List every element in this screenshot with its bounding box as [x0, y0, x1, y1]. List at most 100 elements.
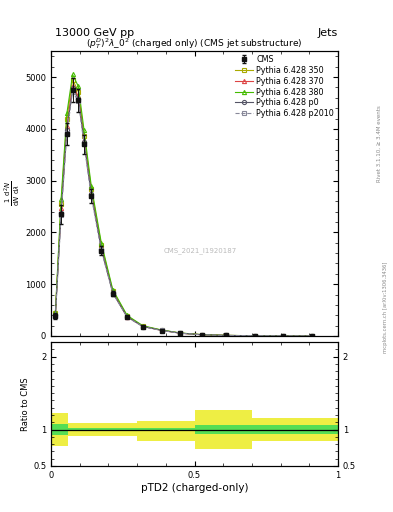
Pythia 6.428 380	[199, 332, 204, 338]
Pythia 6.428 350	[82, 133, 86, 139]
Pythia 6.428 p2010	[224, 332, 228, 338]
Pythia 6.428 p2010	[199, 332, 204, 338]
Pythia 6.428 p2010	[59, 212, 64, 218]
Pythia 6.428 380	[281, 333, 286, 339]
Pythia 6.428 p0	[252, 333, 257, 339]
Text: mcplots.cern.ch [arXiv:1306.3436]: mcplots.cern.ch [arXiv:1306.3436]	[383, 262, 387, 353]
Pythia 6.428 p0	[125, 314, 129, 320]
Pythia 6.428 370	[70, 83, 75, 89]
Pythia 6.428 p0	[199, 332, 204, 338]
X-axis label: pTD2 (charged-only): pTD2 (charged-only)	[141, 482, 248, 493]
Text: 13000 GeV pp: 13000 GeV pp	[55, 28, 134, 38]
Pythia 6.428 350	[89, 186, 94, 192]
Pythia 6.428 p0	[64, 127, 69, 133]
Pythia 6.428 p0	[310, 333, 314, 339]
Text: CMS_2021_I1920187: CMS_2021_I1920187	[163, 247, 237, 254]
Pythia 6.428 370	[199, 332, 204, 338]
Pythia 6.428 p0	[99, 246, 104, 252]
Pythia 6.428 370	[59, 205, 64, 211]
Pythia 6.428 350	[76, 89, 81, 95]
Pythia 6.428 380	[224, 332, 228, 338]
Pythia 6.428 p0	[178, 330, 183, 336]
Pythia 6.428 p0	[89, 191, 94, 197]
Pythia 6.428 350	[53, 310, 58, 316]
Pythia 6.428 370	[310, 333, 314, 339]
Pythia 6.428 350	[110, 288, 115, 294]
Pythia 6.428 370	[178, 330, 183, 336]
Pythia 6.428 350	[59, 201, 64, 207]
Pythia 6.428 p2010	[82, 141, 86, 147]
Pythia 6.428 p0	[110, 290, 115, 296]
Pythia 6.428 380	[99, 240, 104, 246]
Pythia 6.428 p0	[224, 332, 228, 338]
Pythia 6.428 380	[141, 323, 145, 329]
Pythia 6.428 p2010	[89, 193, 94, 199]
Pythia 6.428 380	[125, 312, 129, 318]
Line: Pythia 6.428 350: Pythia 6.428 350	[53, 78, 314, 338]
Pythia 6.428 370	[53, 311, 58, 317]
Y-axis label: $\frac{1}{\mathrm{d}N}\frac{\mathrm{d}^2N}{\mathrm{d}\lambda}$: $\frac{1}{\mathrm{d}N}\frac{\mathrm{d}^2…	[3, 181, 22, 206]
Pythia 6.428 p0	[281, 333, 286, 339]
Pythia 6.428 p0	[159, 327, 164, 333]
Legend: CMS, Pythia 6.428 350, Pythia 6.428 370, Pythia 6.428 380, Pythia 6.428 p0, Pyth: CMS, Pythia 6.428 350, Pythia 6.428 370,…	[233, 53, 336, 120]
Pythia 6.428 370	[76, 93, 81, 99]
Pythia 6.428 380	[59, 196, 64, 202]
Pythia 6.428 370	[110, 289, 115, 295]
Pythia 6.428 p2010	[310, 333, 314, 339]
Text: Jets: Jets	[318, 28, 338, 38]
Pythia 6.428 p2010	[252, 333, 257, 339]
Pythia 6.428 p2010	[76, 98, 81, 104]
Pythia 6.428 380	[70, 72, 75, 78]
Pythia 6.428 380	[64, 110, 69, 116]
Pythia 6.428 p0	[59, 210, 64, 216]
Pythia 6.428 p0	[76, 96, 81, 102]
Pythia 6.428 380	[76, 83, 81, 90]
Pythia 6.428 p2010	[64, 130, 69, 136]
Pythia 6.428 350	[224, 332, 228, 338]
Title: $(p_T^D)^2\lambda\_0^2$ (charged only) (CMS jet substructure): $(p_T^D)^2\lambda\_0^2$ (charged only) (…	[86, 36, 303, 51]
Pythia 6.428 370	[224, 332, 228, 338]
Pythia 6.428 380	[110, 287, 115, 293]
Pythia 6.428 370	[125, 313, 129, 319]
Pythia 6.428 350	[252, 333, 257, 339]
Pythia 6.428 350	[141, 323, 145, 329]
Pythia 6.428 p2010	[110, 290, 115, 296]
Text: Rivet 3.1.10, ≥ 3.4M events: Rivet 3.1.10, ≥ 3.4M events	[377, 105, 382, 182]
Pythia 6.428 380	[252, 333, 257, 339]
Pythia 6.428 350	[281, 333, 286, 339]
Pythia 6.428 380	[178, 330, 183, 336]
Pythia 6.428 350	[310, 333, 314, 339]
Pythia 6.428 380	[82, 127, 86, 134]
Pythia 6.428 p2010	[178, 330, 183, 336]
Pythia 6.428 370	[281, 333, 286, 339]
Line: Pythia 6.428 380: Pythia 6.428 380	[53, 72, 314, 338]
Pythia 6.428 370	[82, 137, 86, 143]
Pythia 6.428 p2010	[281, 333, 286, 339]
Pythia 6.428 p2010	[99, 247, 104, 253]
Pythia 6.428 350	[70, 77, 75, 83]
Line: Pythia 6.428 p2010: Pythia 6.428 p2010	[53, 90, 314, 338]
Pythia 6.428 p2010	[141, 324, 145, 330]
Pythia 6.428 350	[178, 330, 183, 336]
Pythia 6.428 350	[159, 327, 164, 333]
Pythia 6.428 370	[159, 327, 164, 333]
Pythia 6.428 350	[199, 332, 204, 338]
Pythia 6.428 p2010	[125, 314, 129, 320]
Pythia 6.428 380	[159, 327, 164, 333]
Pythia 6.428 p0	[141, 324, 145, 330]
Pythia 6.428 380	[89, 183, 94, 189]
Line: Pythia 6.428 370: Pythia 6.428 370	[53, 84, 314, 338]
Pythia 6.428 p0	[82, 139, 86, 145]
Pythia 6.428 380	[53, 309, 58, 315]
Pythia 6.428 350	[125, 313, 129, 319]
Pythia 6.428 p0	[53, 312, 58, 318]
Pythia 6.428 p0	[70, 86, 75, 92]
Pythia 6.428 370	[252, 333, 257, 339]
Pythia 6.428 p2010	[159, 327, 164, 333]
Pythia 6.428 370	[141, 323, 145, 329]
Pythia 6.428 p2010	[53, 313, 58, 319]
Pythia 6.428 380	[310, 333, 314, 339]
Pythia 6.428 370	[99, 244, 104, 250]
Pythia 6.428 350	[99, 242, 104, 248]
Pythia 6.428 p2010	[70, 89, 75, 95]
